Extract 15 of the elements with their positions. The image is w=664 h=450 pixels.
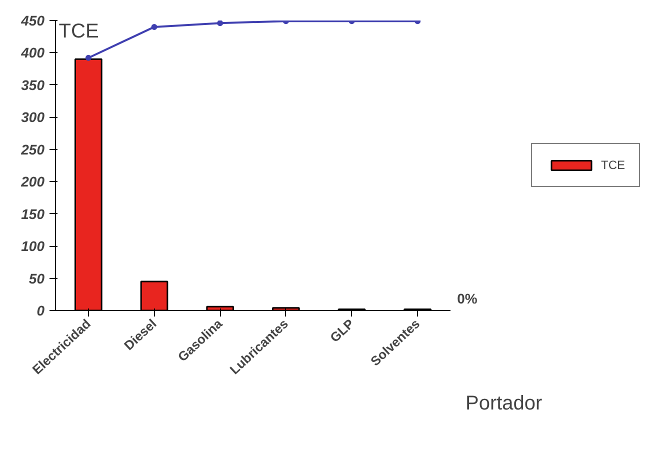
y-axis-title: TCE	[58, 20, 99, 42]
legend-label: TCE	[601, 158, 625, 172]
y-tick-label: 0	[36, 302, 45, 318]
y-tick-label: 350	[21, 76, 45, 93]
x-tick-label: GLP	[327, 316, 358, 346]
y-tick-label: 400	[20, 44, 45, 61]
y-tick-label: 100	[21, 238, 45, 254]
y-tick-label: 300	[21, 109, 45, 126]
y-tick-label: 200	[20, 174, 45, 190]
y-tick-label: 150	[21, 206, 45, 222]
text: 0%	[457, 290, 478, 306]
y-tick-label: 50	[28, 270, 45, 286]
y-tick-label: 450	[20, 12, 45, 28]
y-tick-label: 250	[20, 141, 45, 158]
x-axis-title: Portador	[466, 392, 543, 414]
